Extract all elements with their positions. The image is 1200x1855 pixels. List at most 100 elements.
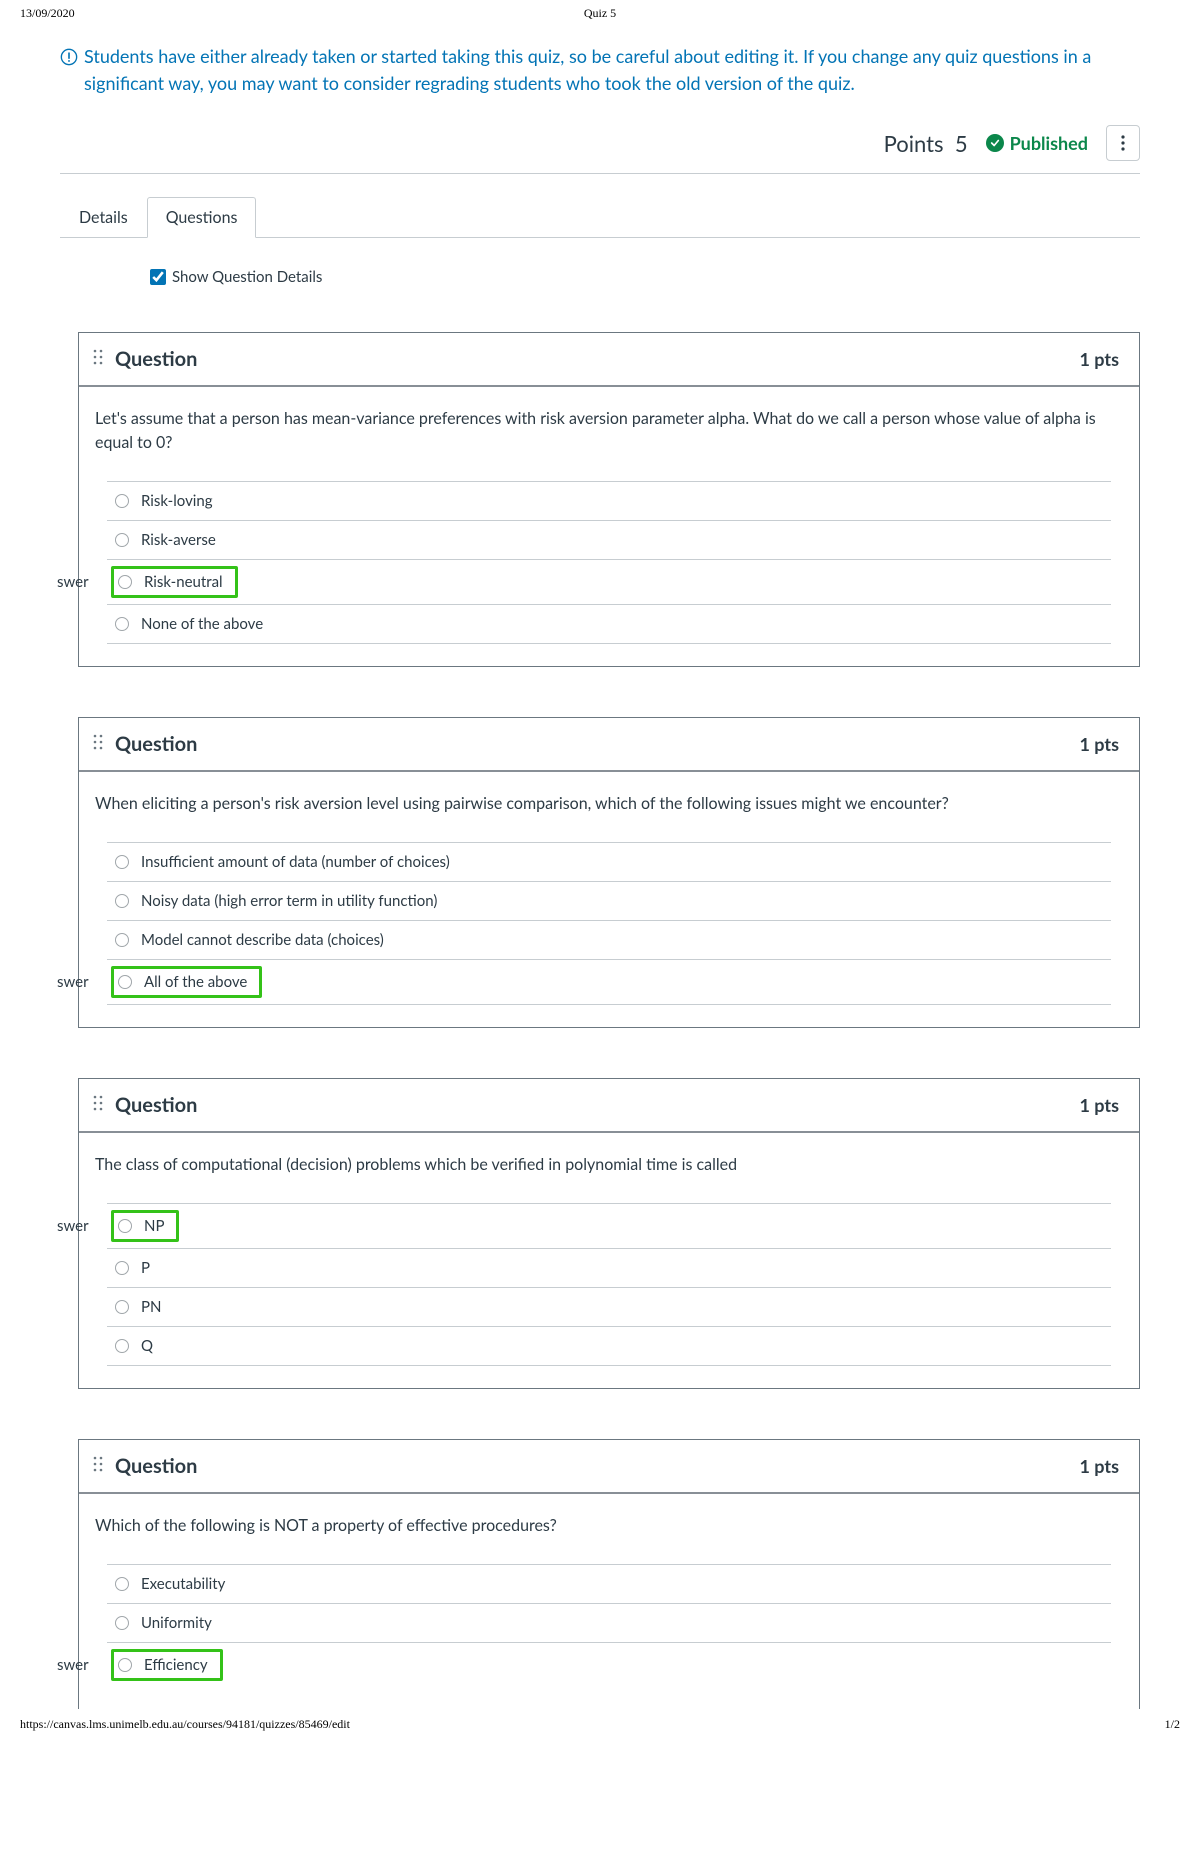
answer-text: Risk-neutral [144, 573, 223, 591]
radio-icon [115, 1616, 129, 1630]
question-title: Question [115, 1454, 197, 1478]
question-title: Question [115, 347, 197, 371]
quiz-meta-row: Points 5 Published [60, 125, 1140, 174]
show-details-toggle[interactable]: Show Question Details [150, 268, 1140, 286]
answer-text: All of the above [144, 973, 247, 991]
question-body: When eliciting a person's risk aversion … [79, 772, 1139, 1027]
more-options-button[interactable] [1106, 125, 1140, 161]
answer-text: Q [141, 1337, 153, 1355]
question-points: 1 pts [1079, 1455, 1119, 1477]
question-header: Question 1 pts [79, 1440, 1139, 1494]
radio-icon [115, 855, 129, 869]
answer-row[interactable]: None of the above [107, 605, 1111, 644]
question-points: 1 pts [1079, 348, 1119, 370]
answer-text: Risk-loving [141, 492, 213, 510]
print-header: 13/09/2020 Quiz 5 [0, 0, 1200, 23]
answer-text: NP [144, 1217, 164, 1235]
answer-row[interactable]: Noisy data (high error term in utility f… [107, 882, 1111, 921]
correct-highlight: All of the above [111, 966, 262, 998]
answer-text: P [141, 1259, 150, 1277]
radio-icon [115, 1339, 129, 1353]
answers-list: Risk-loving Risk-averse swerRisk-neutral No… [107, 481, 1111, 644]
answer-text: Executability [141, 1575, 225, 1593]
answers-list: Insufficient amount of data (number of c… [107, 842, 1111, 1005]
answer-row[interactable]: Risk-loving [107, 482, 1111, 521]
warning-icon [60, 46, 78, 73]
warning-text: Students have either already taken or st… [84, 43, 1140, 97]
print-url: https://canvas.lms.unimelb.edu.au/course… [20, 1717, 350, 1732]
answer-row[interactable]: swerEfficiency [107, 1643, 1111, 1687]
answers-list: Executability Uniformity swerEfficiency [107, 1564, 1111, 1687]
question-title: Question [115, 732, 197, 756]
tab-bar: Details Questions [60, 196, 1140, 238]
question-block: Question 1 pts The class of computational … [78, 1078, 1140, 1389]
answer-text: Efficiency [144, 1656, 208, 1674]
question-header: Question 1 pts [79, 333, 1139, 387]
radio-icon [118, 975, 132, 989]
correct-highlight: Risk-neutral [111, 566, 238, 598]
show-details-label: Show Question Details [172, 268, 322, 286]
radio-icon [118, 575, 132, 589]
tab-details[interactable]: Details [60, 197, 147, 238]
question-block: Question 1 pts Which of the following is N… [78, 1439, 1140, 1709]
show-details-checkbox[interactable] [150, 269, 166, 285]
answer-text: None of the above [141, 615, 263, 633]
published-status: Published [986, 132, 1088, 154]
question-prompt: When eliciting a person's risk aversion … [95, 792, 1123, 816]
correct-highlight: Efficiency [111, 1649, 223, 1681]
question-body: Which of the following is NOT a property… [79, 1494, 1139, 1709]
answer-indicator: swer [57, 573, 89, 591]
answer-row[interactable]: Model cannot describe data (choices) [107, 921, 1111, 960]
radio-icon [115, 933, 129, 947]
print-footer: https://canvas.lms.unimelb.edu.au/course… [0, 1713, 1200, 1736]
answer-row[interactable]: swerNP [107, 1204, 1111, 1249]
points-display: Points 5 [884, 130, 968, 157]
answer-text: Insufficient amount of data (number of c… [141, 853, 450, 871]
radio-icon [115, 894, 129, 908]
question-prompt: The class of computational (decision) pr… [95, 1153, 1123, 1177]
question-block: Question 1 pts When eliciting a person's r… [78, 717, 1140, 1028]
answer-row[interactable]: PN [107, 1288, 1111, 1327]
print-title: Quiz 5 [407, 6, 794, 21]
answer-text: PN [141, 1298, 161, 1316]
question-block: Question 1 pts Let's assume that a person … [78, 332, 1140, 667]
question-title: Question [115, 1093, 197, 1117]
answer-text: Uniformity [141, 1614, 212, 1632]
answer-text: Model cannot describe data (choices) [141, 931, 384, 949]
answer-row[interactable]: swerAll of the above [107, 960, 1111, 1005]
drag-handle-icon[interactable] [93, 734, 103, 754]
question-header: Question 1 pts [79, 718, 1139, 772]
warning-alert: Students have either already taken or st… [60, 43, 1140, 97]
radio-icon [115, 617, 129, 631]
radio-icon [118, 1219, 132, 1233]
question-points: 1 pts [1079, 1094, 1119, 1116]
answer-row[interactable]: Insufficient amount of data (number of c… [107, 843, 1111, 882]
question-prompt: Let's assume that a person has mean-vari… [95, 407, 1123, 455]
radio-icon [115, 533, 129, 547]
drag-handle-icon[interactable] [93, 1095, 103, 1115]
answer-indicator: swer [57, 1217, 89, 1235]
answer-row[interactable]: Risk-averse [107, 521, 1111, 560]
answers-list: swerNP P PN Q [107, 1203, 1111, 1366]
answer-indicator: swer [57, 1656, 89, 1674]
answer-row[interactable]: swerRisk-neutral [107, 560, 1111, 605]
answer-row[interactable]: Uniformity [107, 1604, 1111, 1643]
question-body: The class of computational (decision) pr… [79, 1133, 1139, 1388]
check-circle-icon [986, 134, 1004, 152]
question-points: 1 pts [1079, 733, 1119, 755]
tab-questions[interactable]: Questions [147, 197, 257, 238]
radio-icon [115, 1577, 129, 1591]
question-prompt: Which of the following is NOT a property… [95, 1514, 1123, 1538]
answer-indicator: swer [57, 973, 89, 991]
answer-text: Noisy data (high error term in utility f… [141, 892, 437, 910]
answer-row[interactable]: Q [107, 1327, 1111, 1366]
print-page: 1/2 [1165, 1717, 1180, 1732]
drag-handle-icon[interactable] [93, 349, 103, 369]
drag-handle-icon[interactable] [93, 1456, 103, 1476]
answer-row[interactable]: P [107, 1249, 1111, 1288]
answer-row[interactable]: Executability [107, 1565, 1111, 1604]
radio-icon [118, 1658, 132, 1672]
radio-icon [115, 1261, 129, 1275]
answer-text: Risk-averse [141, 531, 216, 549]
question-header: Question 1 pts [79, 1079, 1139, 1133]
